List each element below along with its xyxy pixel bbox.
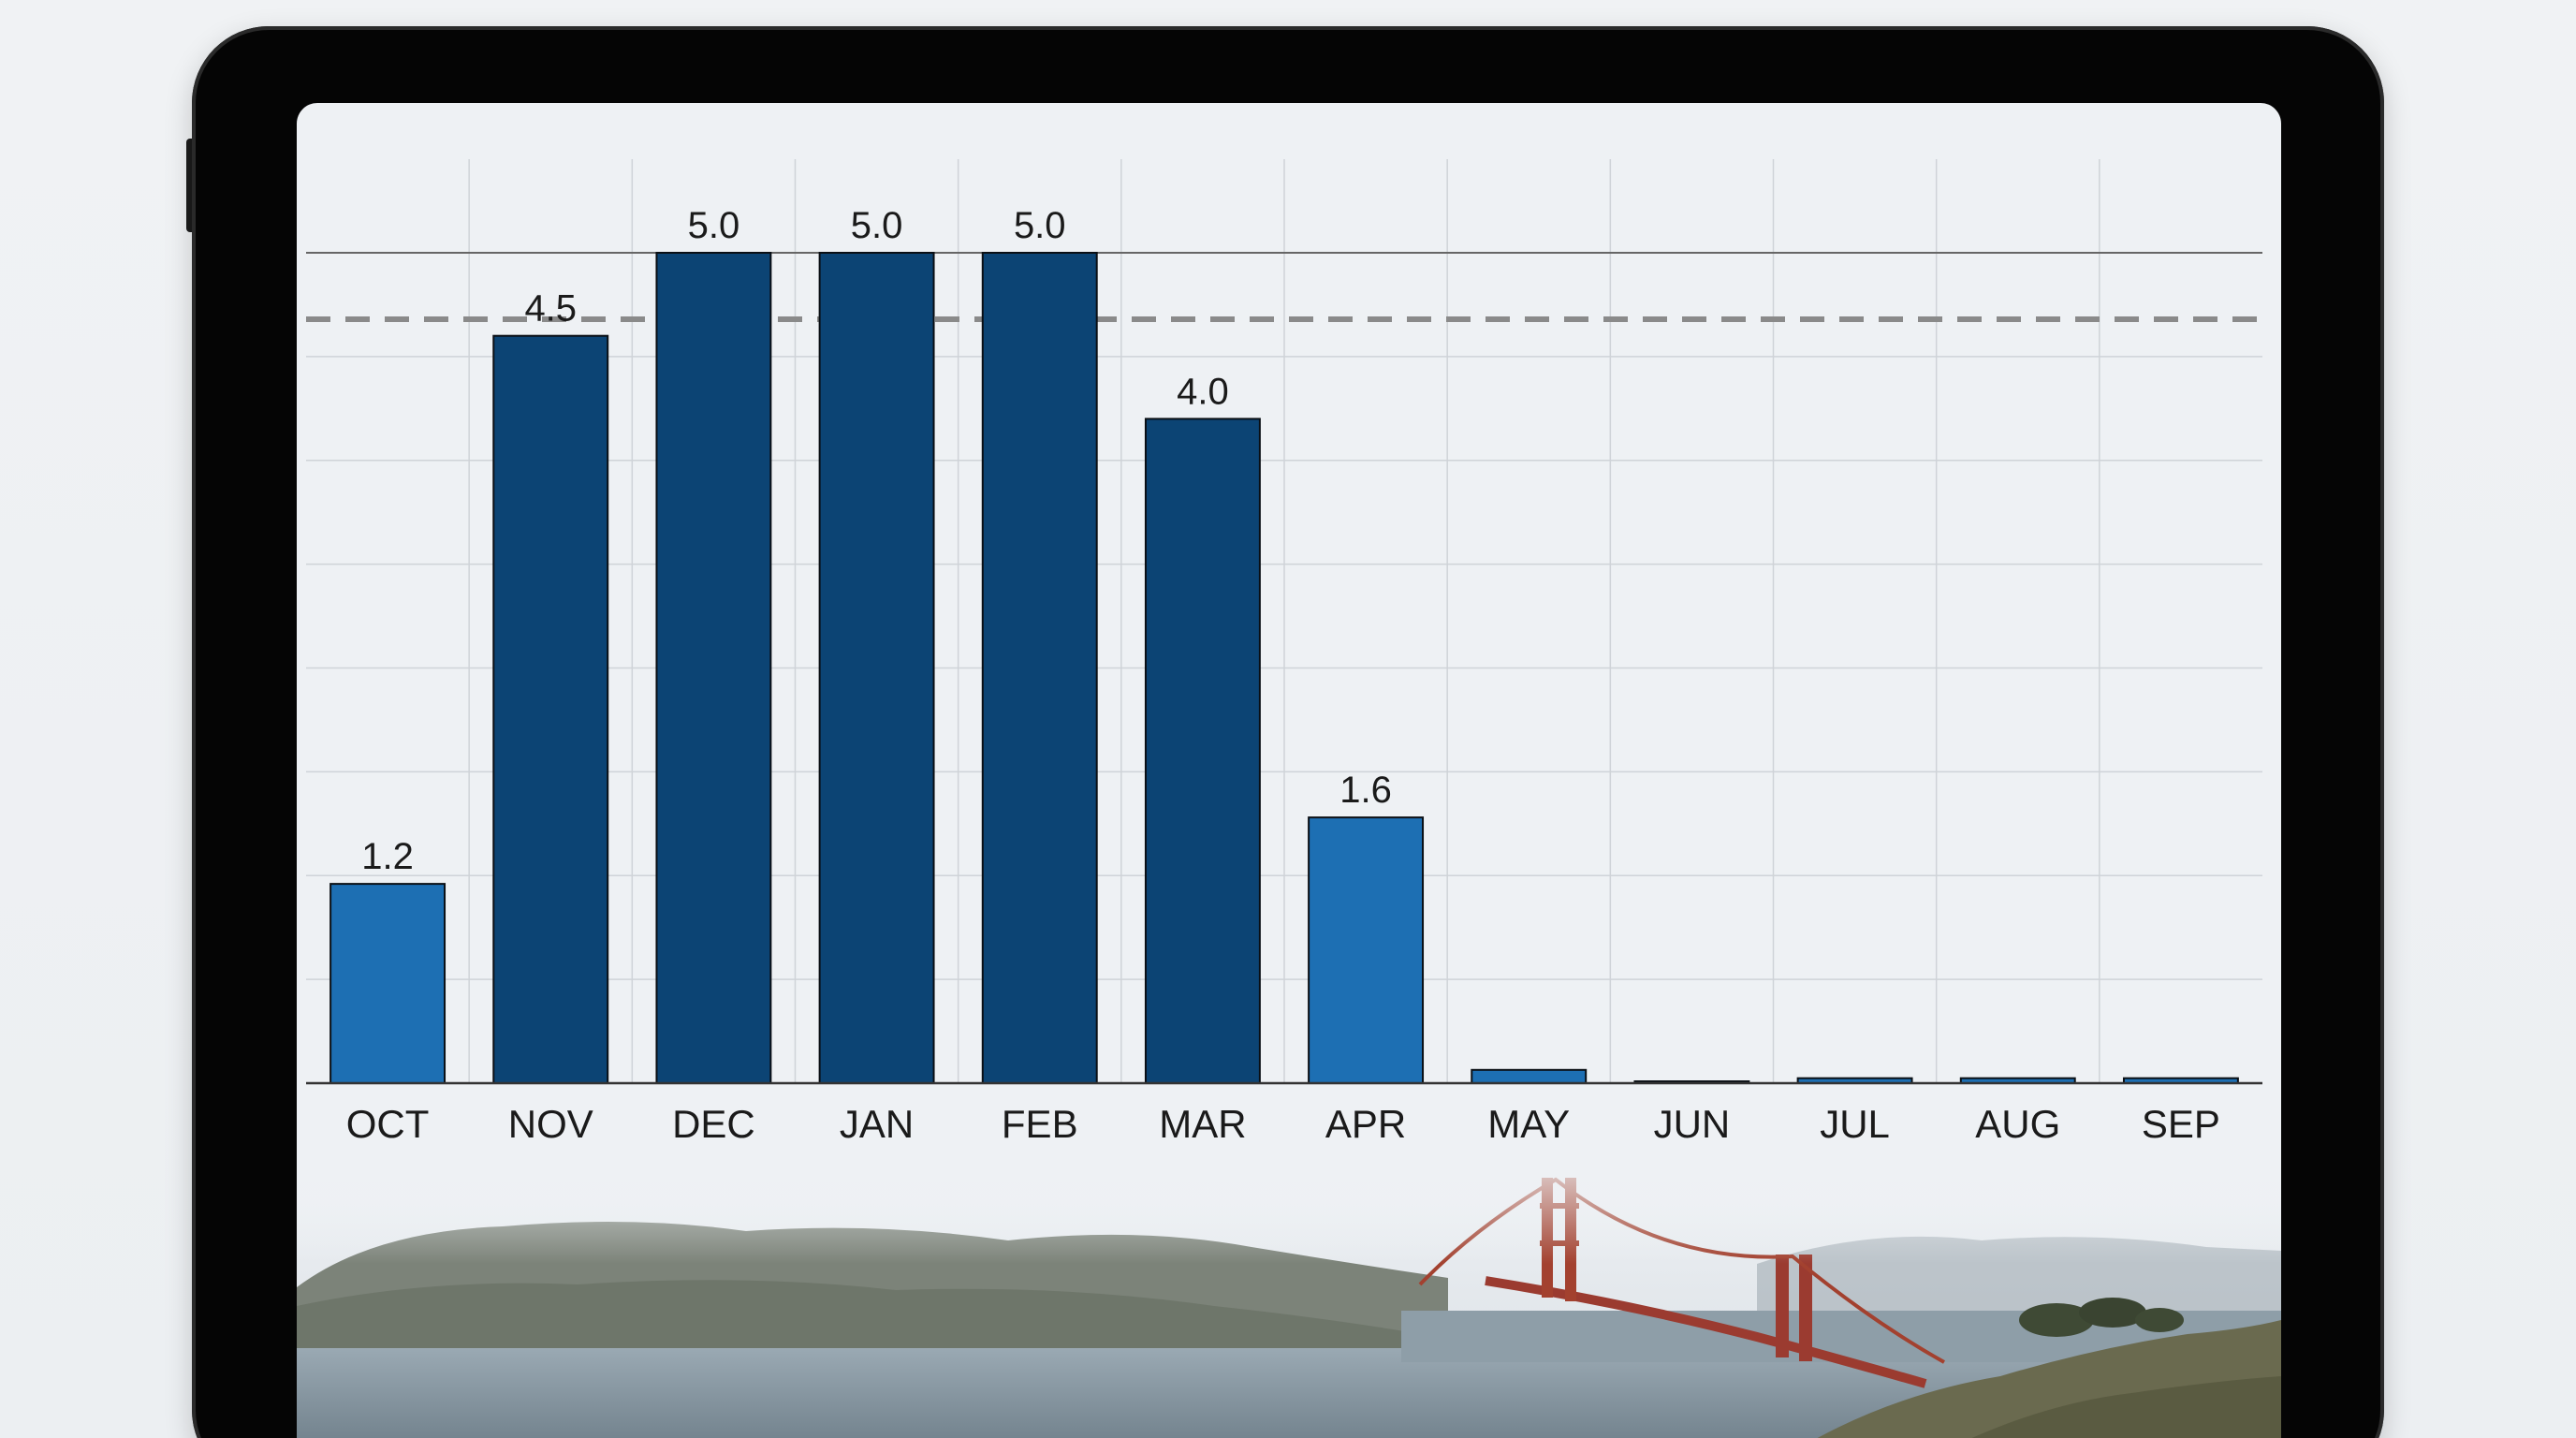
bar-apr [1308, 816, 1425, 1084]
chart-data-labels: 1.2 4.5 5.0 5.0 5.0 4.0 1.6 [361, 205, 1392, 877]
data-label-dec: 5.0 [688, 205, 740, 246]
x-tick-label-apr: APR [1325, 1102, 1406, 1146]
x-tick-label-aug: AUG [1975, 1102, 2060, 1146]
x-tick-label-jan: JAN [840, 1102, 914, 1146]
bar-nov [492, 334, 609, 1084]
bar-feb [981, 252, 1098, 1084]
bar-chart: 1.2 4.5 5.0 5.0 5.0 4.0 1.6 OCT NOV DEC JAN FEB MAR… [297, 159, 2281, 1438]
bar-may [1471, 1068, 1588, 1084]
x-tick-label-jul: JUL [1820, 1102, 1890, 1146]
device-side-button [186, 139, 194, 232]
x-tick-label-sep: SEP [2142, 1102, 2220, 1146]
bar-dec [655, 252, 772, 1084]
data-label-oct: 1.2 [361, 836, 414, 877]
x-tick-label-dec: DEC [672, 1102, 755, 1146]
bar-jan [818, 252, 935, 1084]
data-label-nov: 4.5 [524, 288, 577, 330]
x-tick-label-may: MAY [1487, 1102, 1570, 1146]
data-label-mar: 4.0 [1177, 371, 1229, 412]
chart-bars [306, 252, 2262, 1085]
data-label-feb: 5.0 [1014, 205, 1066, 246]
chart-grid [306, 159, 2262, 1083]
golden-gate-landscape-photo [297, 1142, 2281, 1438]
data-label-jan: 5.0 [851, 205, 903, 246]
x-tick-label-mar: MAR [1159, 1102, 1246, 1146]
x-tick-label-feb: FEB [1002, 1102, 1078, 1146]
bar-mar [1144, 418, 1261, 1084]
data-label-apr: 1.6 [1339, 770, 1392, 811]
chart-x-tick-labels: OCT NOV DEC JAN FEB MAR APR MAY JUN JUL AUG SEP [346, 1102, 2220, 1146]
bar-oct [329, 883, 446, 1084]
x-tick-label-jun: JUN [1654, 1102, 1731, 1146]
x-tick-label-nov: NOV [508, 1102, 593, 1146]
x-tick-label-oct: OCT [346, 1102, 430, 1146]
tablet-screen: 1.2 4.5 5.0 5.0 5.0 4.0 1.6 OCT NOV DEC JAN FEB MAR… [297, 103, 2281, 1438]
